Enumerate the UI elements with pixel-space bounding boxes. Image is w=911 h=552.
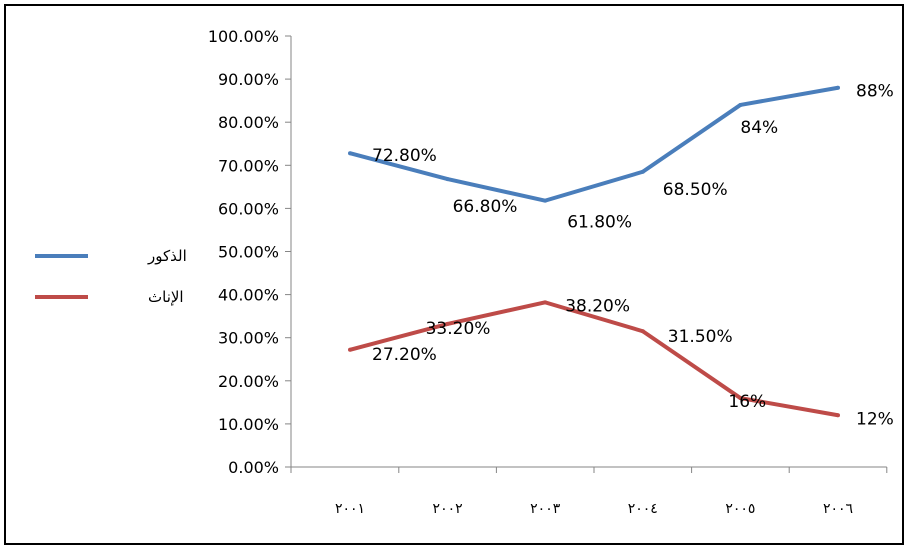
data-point <box>640 169 645 174</box>
data-point <box>738 396 743 401</box>
data-label: 16% <box>728 392 766 412</box>
y-tick-label: 60.00% <box>218 199 279 218</box>
data-label: 72.80% <box>372 146 437 166</box>
y-tick-label: 50.00% <box>218 243 279 262</box>
data-label: 88% <box>856 82 894 102</box>
y-tick-label: 20.00% <box>218 372 279 391</box>
y-axis: 0.00% 10.00% 20.00% 30.00% 40.00% 50.00% 60.00… <box>208 27 292 477</box>
data-point <box>836 85 840 90</box>
y-tick-label: 80.00% <box>218 113 279 132</box>
legend-label: الذكور <box>147 247 187 265</box>
legend-label: الإناث <box>148 288 184 306</box>
x-tick-label: ٢٠٠٦ <box>823 501 853 517</box>
y-tick-label: 100.00% <box>208 27 279 46</box>
data-label: 27.20% <box>372 345 437 365</box>
y-tick-label: 30.00% <box>218 329 279 348</box>
data-label: 38.20% <box>565 296 630 316</box>
series-line-2 <box>349 300 839 418</box>
data-point <box>445 177 450 182</box>
y-tick-label: 10.00% <box>218 415 279 434</box>
x-axis: ٢٠٠١ ٢٠٠٢ ٢٠٠٣ ٢٠٠٤ ٢٠٠٥ ٢٠٠٦ <box>290 466 888 517</box>
x-tick-label: ٢٠٠٣ <box>530 501 561 517</box>
data-point <box>738 102 743 107</box>
data-point <box>543 198 548 203</box>
x-tick-label: ٢٠٠٥ <box>725 501 755 517</box>
chart-frame <box>4 4 904 545</box>
data-label: 66.80% <box>453 197 518 217</box>
series-lines <box>348 85 840 418</box>
y-tick-label: 40.00% <box>218 286 279 305</box>
data-point <box>640 329 645 334</box>
x-tick-label: ٢٠٠٢ <box>433 501 463 517</box>
series-line-1 <box>349 85 839 203</box>
y-tick-label: 0.00% <box>228 458 279 477</box>
data-point <box>543 300 548 305</box>
data-point <box>836 413 840 418</box>
data-label: 68.50% <box>663 180 728 200</box>
y-tick-label: 90.00% <box>218 70 279 89</box>
data-point <box>445 321 450 326</box>
data-label: 31.50% <box>668 327 733 347</box>
data-label: 33.20% <box>426 319 491 339</box>
data-label: 61.80% <box>567 213 632 233</box>
data-labels: 72.80% 66.80% 61.80% 68.50% 84% 88% 27.20% 33.2… <box>372 82 894 430</box>
data-point <box>348 347 352 352</box>
data-label: 84% <box>740 118 778 138</box>
data-point <box>348 151 352 156</box>
x-tick-label: ٢٠٠١ <box>335 501 365 517</box>
x-tick-label: ٢٠٠٤ <box>628 501 658 517</box>
legend: الذكور الإناث <box>35 247 187 306</box>
y-tick-label: 70.00% <box>218 156 279 175</box>
data-label: 12% <box>856 409 894 429</box>
